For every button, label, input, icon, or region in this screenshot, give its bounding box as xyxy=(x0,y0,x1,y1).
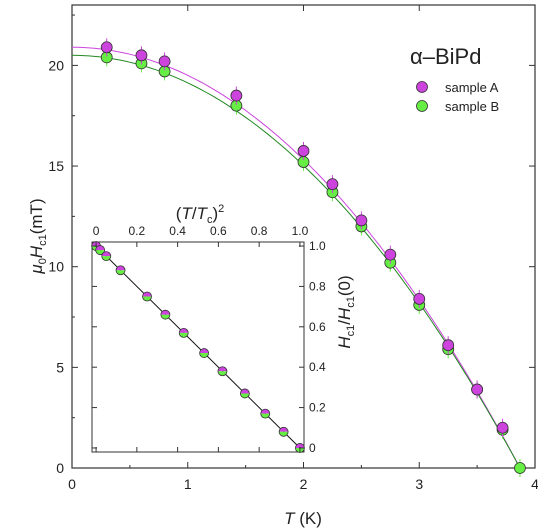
inset-y-tick-label: 0.2 xyxy=(309,401,326,415)
y-tick-label: 15 xyxy=(48,158,64,174)
inset-point-half-a xyxy=(179,328,189,333)
inset-point-half-b xyxy=(279,431,289,437)
inset-point-half-b xyxy=(101,256,111,261)
inset-y-tick-label: 1.0 xyxy=(309,239,326,253)
legend-marker-a xyxy=(416,81,428,93)
x-tick-label: 4 xyxy=(531,476,538,492)
inset-x-tick-label: 0 xyxy=(93,224,100,238)
inset-x-tick-label: 1.0 xyxy=(292,224,309,238)
inset-point-half-a xyxy=(160,310,170,315)
axis-ticks: 0 1 2 3 4 0 5 10 15 20 xyxy=(48,5,538,492)
inset-point-half-b xyxy=(116,270,126,275)
data-point xyxy=(442,339,455,352)
data-point xyxy=(496,421,509,434)
inset-data-point xyxy=(178,327,189,338)
inset-data-point xyxy=(217,366,228,377)
inset-data-points xyxy=(91,241,305,453)
inset-chart: 0 0.2 0.4 0.6 0.8 1.0 0 0.2 0.4 0.6 0.8 1.0 (T/Tc)2… xyxy=(91,203,357,455)
inset-data-point xyxy=(160,309,171,320)
inset-y-tick-label: 0.4 xyxy=(309,360,326,374)
legend-marker-b xyxy=(416,100,428,112)
inset-data-point xyxy=(142,291,152,302)
y-tick-label: 5 xyxy=(56,359,64,375)
y-tick-label: 20 xyxy=(48,57,64,73)
data-point xyxy=(384,248,397,261)
inset-point-half-a xyxy=(295,443,305,448)
legend-label-a: sample A xyxy=(445,80,499,95)
data-point xyxy=(514,462,526,474)
inset-axis-ticks: 0 0.2 0.4 0.6 0.8 1.0 0 0.2 0.4 0.6 0.8 1.0 xyxy=(92,224,326,455)
inset-point-half-a xyxy=(279,427,289,432)
inset-data-point xyxy=(295,443,305,453)
inset-data-point xyxy=(199,348,210,358)
y-axis-title: μ0Hc1(mT) xyxy=(27,198,49,274)
inset-point-half-a xyxy=(240,388,250,394)
inset-point-half-a xyxy=(217,366,227,372)
inset-x-tick-label: 0.2 xyxy=(129,224,146,238)
data-point xyxy=(158,55,171,68)
inset-data-point xyxy=(115,265,126,276)
inset-point-half-b xyxy=(217,371,227,376)
inset-y-axis-title: Hc1/Hc1(0) xyxy=(335,275,357,348)
inset-point-half-a xyxy=(260,409,270,414)
inset-point-half-b xyxy=(160,314,170,320)
inset-point-half-b xyxy=(260,413,270,419)
data-point xyxy=(471,383,484,396)
fit-line xyxy=(72,46,521,469)
y-tick-label: 0 xyxy=(56,460,64,476)
inset-point-half-b xyxy=(142,296,152,302)
data-point xyxy=(413,293,426,305)
inset-x-axis-title: (T/Tc)2 xyxy=(176,203,224,226)
inset-point-half-b xyxy=(240,393,250,398)
data-point xyxy=(100,41,113,54)
x-tick-label: 3 xyxy=(415,476,423,492)
inset-point-half-b xyxy=(179,332,189,338)
y-tick-label: 10 xyxy=(48,259,64,275)
inset-point-half-a xyxy=(101,251,111,257)
x-axis-title: T (K) xyxy=(284,509,322,528)
inset-data-point xyxy=(95,245,106,255)
inset-y-tick-label: 0 xyxy=(309,441,316,455)
inset-point-half-a xyxy=(116,265,126,271)
inset-y-tick-label: 0.8 xyxy=(309,279,326,293)
x-tick-label: 1 xyxy=(184,476,192,492)
inset-x-tick-label: 0.6 xyxy=(210,224,227,238)
x-tick-label: 0 xyxy=(68,476,76,492)
inset-y-tick-label: 0.6 xyxy=(309,320,326,334)
inset-x-tick-label: 0.8 xyxy=(251,224,268,238)
inset-point-half-a xyxy=(142,292,152,297)
inset-data-point xyxy=(260,408,271,419)
x-tick-label: 2 xyxy=(300,476,308,492)
data-point xyxy=(355,214,368,227)
inset-point-half-b xyxy=(199,353,209,358)
data-points xyxy=(100,38,526,477)
svg-text:Hc1/Hc1(0): Hc1/Hc1(0) xyxy=(335,275,357,348)
inset-data-point xyxy=(278,426,289,437)
data-point xyxy=(297,145,310,157)
inset-point-half-a xyxy=(95,245,105,251)
svg-text:μ0Hc1(mT): μ0Hc1(mT) xyxy=(27,198,49,274)
legend-label-b: sample B xyxy=(445,99,499,114)
data-point xyxy=(326,178,339,191)
inset-point-half-a xyxy=(199,348,209,354)
inset-x-tick-label: 0.4 xyxy=(169,224,186,238)
inset-data-point xyxy=(239,388,250,399)
chart-title: α–BiPd xyxy=(410,44,481,69)
data-point xyxy=(230,89,243,102)
data-point xyxy=(135,49,148,62)
inset-data-point xyxy=(101,251,112,262)
